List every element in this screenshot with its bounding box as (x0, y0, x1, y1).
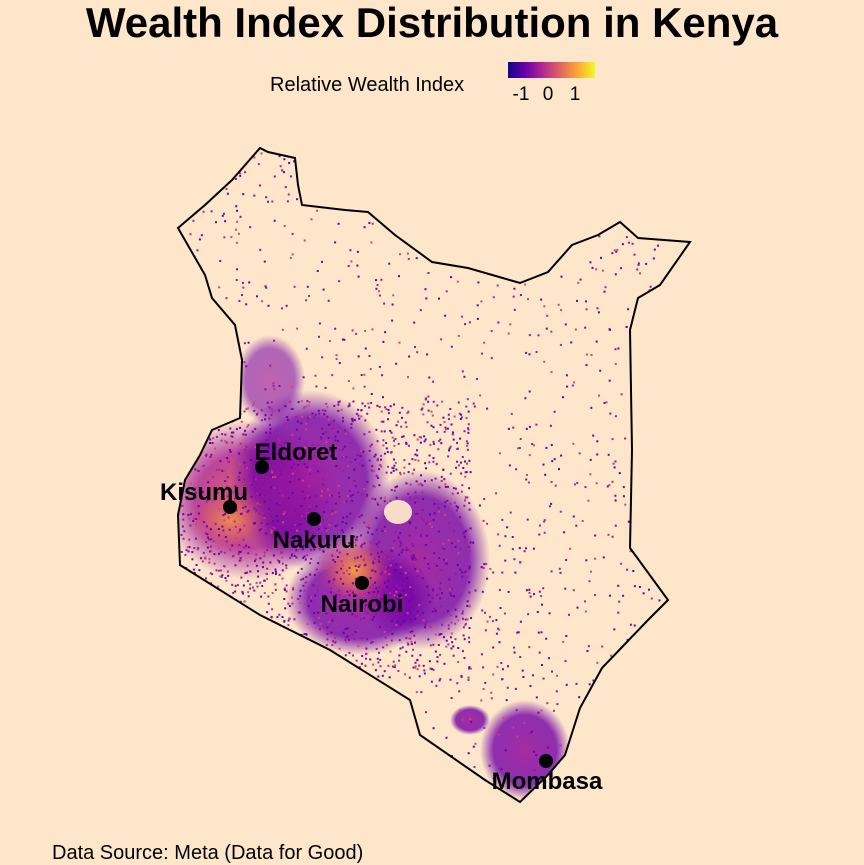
legend-tick-0: 0 (542, 84, 554, 105)
map-title: Wealth Index Distribution in Kenya (85, 0, 779, 46)
city-marker-mombasa (539, 754, 553, 768)
city-marker-nakuru (307, 512, 321, 526)
city-label-mombasa: Mombasa (492, 768, 603, 795)
city-label-eldoret: Eldoret (255, 439, 338, 466)
legend-title: Relative Wealth Index (270, 74, 465, 96)
data-source-caption: Data Source: Meta (Data for Good) (52, 842, 364, 864)
city-marker-eldoret (255, 460, 269, 474)
wealth-raster (178, 150, 690, 802)
city-marker-nairobi (355, 576, 369, 590)
city-label-nairobi: Nairobi (321, 591, 404, 618)
legend-colorbar (508, 62, 595, 78)
city-marker-kisumu (223, 500, 237, 514)
legend-tick-neg1: -1 (512, 84, 530, 105)
city-label-nakuru: Nakuru (273, 527, 356, 554)
city-label-kisumu: Kisumu (160, 479, 248, 506)
kenya-border (176, 146, 692, 804)
legend-tick-1: 1 (569, 84, 581, 105)
